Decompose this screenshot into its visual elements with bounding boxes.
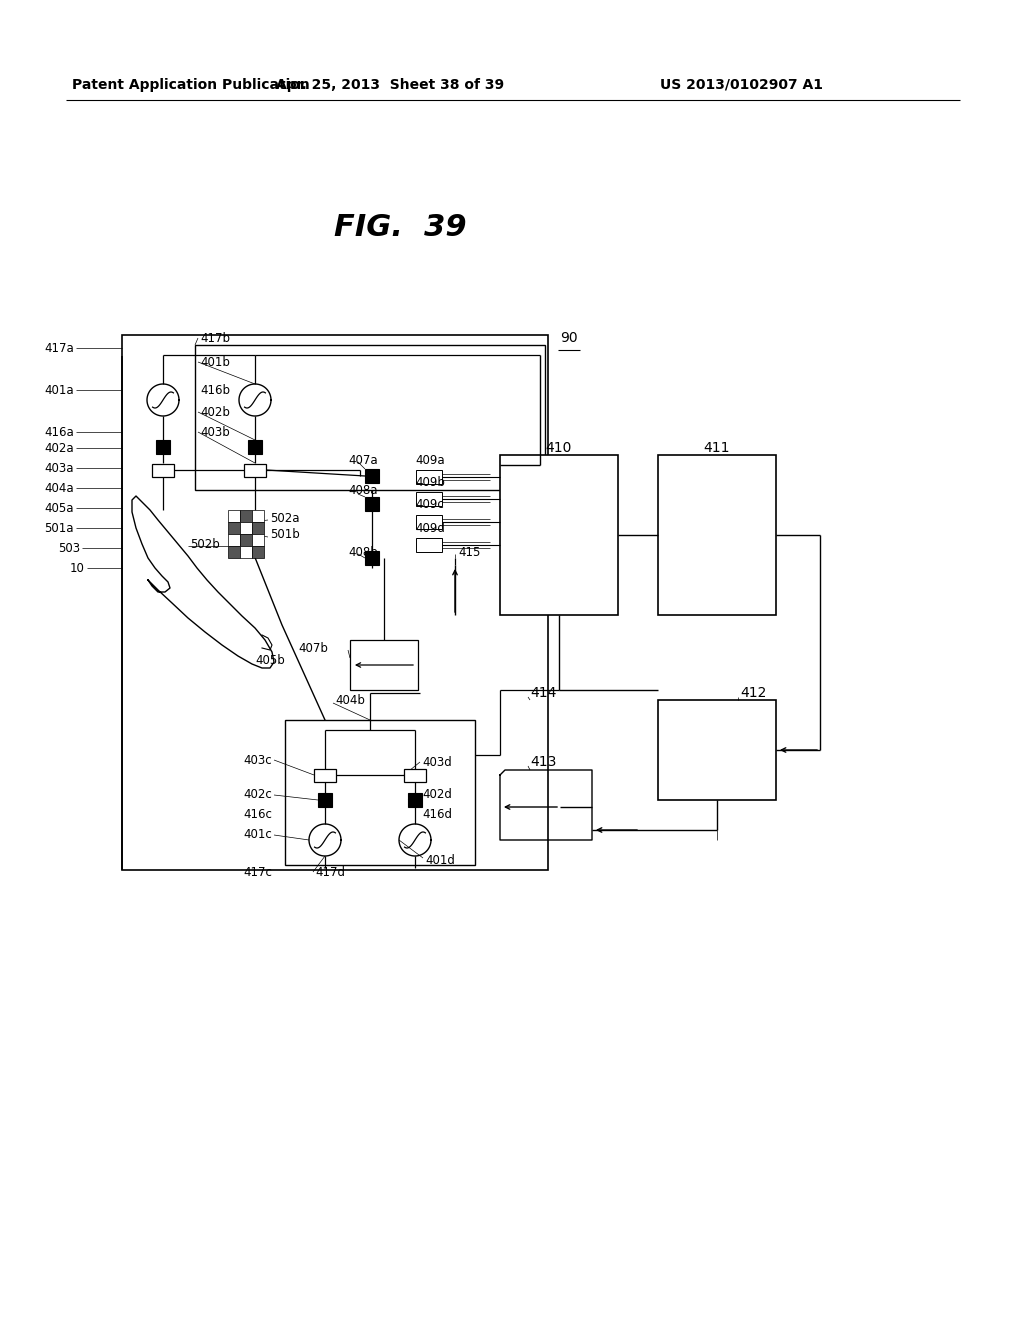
Bar <box>252 510 264 521</box>
Text: 401d: 401d <box>425 854 455 866</box>
Text: FIG.  39: FIG. 39 <box>334 214 466 243</box>
Bar <box>228 546 240 558</box>
Text: 408a: 408a <box>348 483 378 496</box>
Text: 502a: 502a <box>270 511 299 524</box>
Bar <box>404 768 426 781</box>
Text: 416b: 416b <box>200 384 230 396</box>
Text: 412: 412 <box>740 686 766 700</box>
Bar <box>122 335 548 870</box>
Bar <box>285 719 475 865</box>
Text: 407b: 407b <box>298 642 328 655</box>
Text: 403d: 403d <box>422 755 452 768</box>
Text: 405a: 405a <box>44 502 74 515</box>
Bar <box>314 768 336 781</box>
Bar <box>252 546 264 558</box>
Text: 502b: 502b <box>190 539 220 552</box>
Bar <box>416 492 442 506</box>
Text: 10: 10 <box>70 561 85 574</box>
Bar <box>350 640 418 690</box>
Text: 408b: 408b <box>348 545 378 558</box>
Text: Apr. 25, 2013  Sheet 38 of 39: Apr. 25, 2013 Sheet 38 of 39 <box>275 78 504 92</box>
Bar <box>240 535 252 546</box>
Text: 414: 414 <box>530 686 556 700</box>
Text: 411: 411 <box>703 441 730 455</box>
Text: 417c: 417c <box>243 866 272 879</box>
Text: 401a: 401a <box>44 384 74 396</box>
Text: 417d: 417d <box>315 866 345 879</box>
Bar <box>500 455 618 615</box>
Text: 503: 503 <box>58 541 80 554</box>
Bar <box>248 440 262 454</box>
Text: 417b: 417b <box>200 331 230 345</box>
Text: 416a: 416a <box>44 425 74 438</box>
Bar <box>416 539 442 552</box>
Bar <box>408 793 422 807</box>
Text: 501b: 501b <box>270 528 300 541</box>
Text: US 2013/0102907 A1: US 2013/0102907 A1 <box>660 78 823 92</box>
Bar <box>240 521 252 535</box>
Bar <box>228 510 240 521</box>
Bar <box>252 521 264 535</box>
Text: 413: 413 <box>530 755 556 770</box>
Bar <box>658 455 776 615</box>
Text: 402b: 402b <box>200 405 229 418</box>
Bar <box>228 521 240 535</box>
Text: 403c: 403c <box>244 754 272 767</box>
Bar <box>152 463 174 477</box>
Text: 407a: 407a <box>348 454 378 466</box>
Bar <box>240 510 252 521</box>
Text: 402d: 402d <box>422 788 452 801</box>
Text: Patent Application Publication: Patent Application Publication <box>72 78 309 92</box>
Text: 404b: 404b <box>335 693 365 706</box>
Text: 401c: 401c <box>244 829 272 842</box>
Bar <box>658 700 776 800</box>
Bar <box>156 440 170 454</box>
Text: 416c: 416c <box>243 808 272 821</box>
Text: 403a: 403a <box>44 462 74 474</box>
Text: 409d: 409d <box>415 521 444 535</box>
Bar <box>416 515 442 529</box>
Text: 410: 410 <box>546 441 572 455</box>
Text: 417a: 417a <box>44 342 74 355</box>
Text: 402a: 402a <box>44 441 74 454</box>
Bar <box>244 463 266 477</box>
Bar <box>365 498 379 511</box>
Text: 401b: 401b <box>200 355 229 368</box>
Text: 409b: 409b <box>415 475 444 488</box>
Text: 90: 90 <box>560 331 578 345</box>
Text: 403b: 403b <box>200 425 229 438</box>
Bar <box>228 535 240 546</box>
Text: 402c: 402c <box>244 788 272 801</box>
Text: 409a: 409a <box>415 454 444 466</box>
Text: 409c: 409c <box>415 499 443 511</box>
Bar <box>318 793 332 807</box>
Bar <box>365 550 379 565</box>
Text: 405b: 405b <box>255 653 285 667</box>
Text: 416d: 416d <box>422 808 452 821</box>
Bar <box>195 345 545 490</box>
Bar <box>252 535 264 546</box>
Text: 415: 415 <box>458 545 480 558</box>
Text: 501a: 501a <box>44 521 74 535</box>
Bar <box>416 470 442 484</box>
Text: 404a: 404a <box>44 482 74 495</box>
Bar <box>240 546 252 558</box>
Bar <box>365 469 379 483</box>
